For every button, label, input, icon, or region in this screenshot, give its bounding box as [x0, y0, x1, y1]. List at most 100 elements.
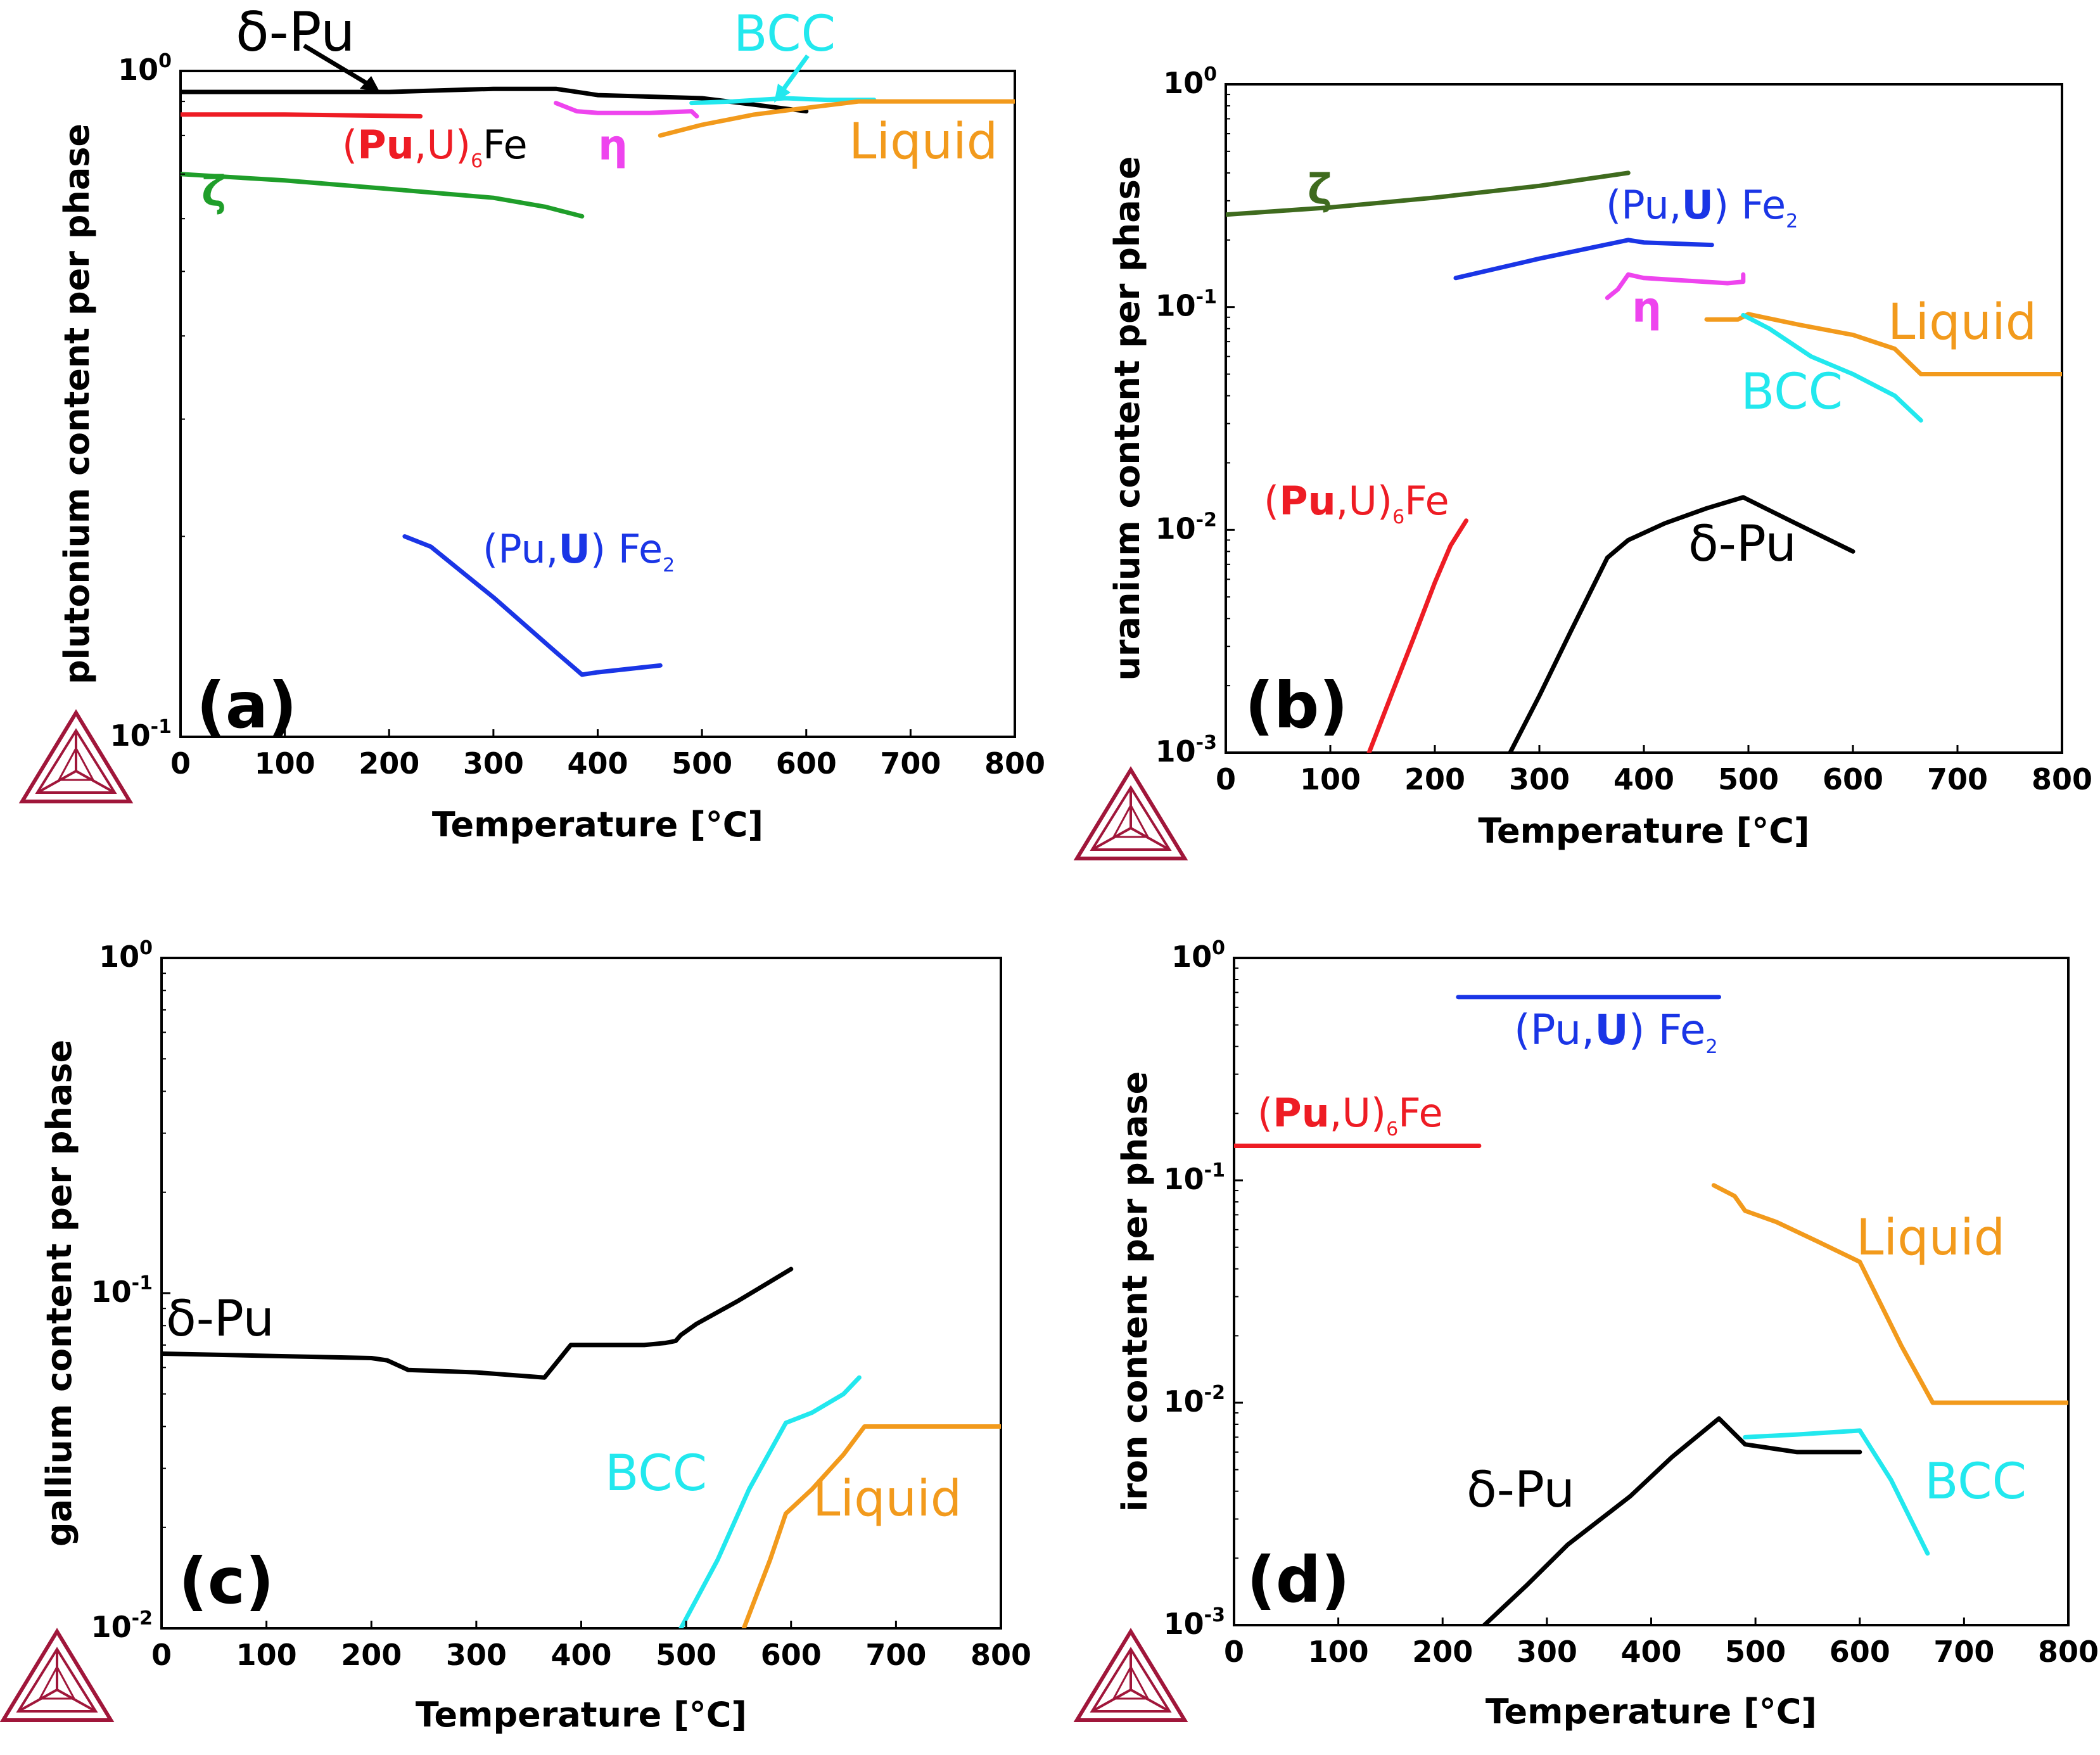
label-c-bcc-text: BCC — [605, 1445, 707, 1502]
label-b-bcc-text: BCC — [1741, 364, 1843, 421]
label-a-pu6fe-open: ( — [342, 122, 357, 168]
label-d-pufe2: (Pu,U) Fe2 — [1514, 1005, 1718, 1058]
label-a-pufe2-post: ) Fe — [590, 526, 663, 572]
x-tick-label-c: 600 — [761, 1638, 822, 1672]
label-a-pu6fe: (Pu,U)6Fe — [342, 122, 528, 172]
y-tick-label-c: 10-1 — [91, 1272, 153, 1309]
x-tick-label-b: 800 — [2032, 762, 2092, 796]
label-b-zeta-text: ζ — [1308, 165, 1332, 214]
x-tick-label-a: 300 — [463, 746, 524, 781]
thermo-calc-triangle-icon — [1073, 766, 1188, 860]
x-tick-label-d: 100 — [1308, 1635, 1369, 1669]
label-b-bcc: BCC — [1741, 364, 1843, 421]
x-tick-label-b: 300 — [1509, 762, 1570, 796]
label-d-pu6fe-mid: ,U) — [1330, 1090, 1386, 1136]
plot-frame-a — [179, 70, 1016, 738]
label-a-pufe2-sub: 2 — [663, 554, 675, 577]
label-b-pufe2: (Pu,U) Fe2 — [1606, 182, 1798, 233]
x-tick-label-c: 500 — [656, 1638, 716, 1672]
label-a-eta-text: η — [598, 121, 628, 170]
label-b-zeta: ζ — [1308, 165, 1332, 214]
x-tick-label-d: 700 — [1933, 1635, 1994, 1669]
panel-label-b: (b) — [1245, 668, 1348, 743]
label-b-pufe2-sub: 2 — [1786, 210, 1798, 233]
x-tick-label-c: 800 — [970, 1638, 1031, 1672]
label-d-delta-pu-text: δ-Pu — [1467, 1462, 1575, 1519]
series-line-b-2 — [1605, 272, 1746, 300]
x-tick-label-a: 700 — [880, 746, 941, 781]
label-a-pufe2-u: U — [559, 526, 590, 572]
label-a-pufe2: (Pu,U) Fe2 — [483, 526, 675, 577]
series-line-c-0 — [162, 1267, 794, 1380]
x-tick-label-b: 500 — [1718, 762, 1779, 796]
series-line-b-4 — [1741, 312, 1923, 423]
panel-label-a: (a) — [196, 668, 297, 743]
label-c-delta-pu-text: δ-Pu — [166, 1291, 274, 1348]
y-tick-label-a: 10-1 — [110, 716, 172, 753]
label-b-pu6fe-open: ( — [1264, 478, 1279, 524]
x-axis-label-a: Temperature [°C] — [432, 805, 763, 845]
label-d-pu6fe-fe: Fe — [1398, 1090, 1442, 1136]
y-tick-label-b: 10-1 — [1155, 286, 1217, 323]
series-line-a-1 — [689, 96, 877, 106]
panel-label-c: (c) — [179, 1544, 274, 1618]
label-c-bcc: BCC — [605, 1445, 707, 1502]
x-axis-label-c: Temperature [°C] — [416, 1695, 747, 1735]
label-a-pu6fe-sub: 6 — [471, 150, 483, 172]
plot-frame-d — [1233, 957, 2070, 1626]
label-d-pu6fe: (Pu,U)6Fe — [1257, 1090, 1443, 1140]
y-axis-label-b: uranium content per phase — [1107, 156, 1147, 680]
x-axis-label-b: Temperature [°C] — [1478, 811, 1809, 851]
x-tick-label-d: 800 — [2038, 1635, 2099, 1669]
arrowhead-a-delta-pu — [360, 76, 380, 93]
label-b-pu6fe-fe: Fe — [1404, 478, 1449, 524]
y-tick-label-a: 100 — [118, 50, 172, 87]
y-tick-label-d: 10-2 — [1164, 1382, 1225, 1419]
panel-a: 0 100 200 300 400 500 600 700 800 10-1 100 Temperat… — [18, 50, 1045, 845]
series-line-b-6 — [1508, 495, 1855, 753]
x-tick-label-c: 200 — [341, 1638, 402, 1672]
x-tick-label-c: 700 — [865, 1638, 926, 1672]
label-d-bcc-text: BCC — [1925, 1453, 2027, 1510]
series-line-a-4 — [554, 101, 699, 118]
thermo-calc-triangle-icon — [0, 1628, 115, 1722]
x-tick-label-b: 200 — [1404, 762, 1465, 796]
x-tick-label-d: 600 — [1830, 1635, 1890, 1669]
series-line-a-2 — [658, 99, 1015, 138]
thermo-calc-triangle-icon — [1073, 1628, 1188, 1722]
label-b-delta-pu-text: δ-Pu — [1688, 516, 1797, 573]
label-d-pu6fe-pu: Pu — [1273, 1090, 1330, 1136]
series-line-a-3 — [181, 112, 423, 118]
x-tick-label-b: 400 — [1613, 762, 1674, 796]
x-tick-label-c: 300 — [446, 1638, 507, 1672]
label-d-pufe2-post: ) Fe — [1629, 1005, 1706, 1054]
arrowhead-a-bcc — [774, 84, 791, 103]
series-line-a-5 — [181, 172, 585, 219]
y-tick-label-b: 10-2 — [1155, 509, 1217, 546]
label-b-pufe2-u: U — [1682, 182, 1714, 228]
series-line-d-2 — [1711, 1183, 2068, 1405]
label-b-pu6fe-pu: Pu — [1279, 478, 1336, 524]
label-a-zeta: ζ — [201, 167, 226, 216]
label-b-pu6fe: (Pu,U)6Fe — [1264, 478, 1449, 528]
series-line-c-2 — [741, 1424, 1001, 1628]
y-tick-label-b: 100 — [1163, 63, 1217, 100]
y-tick-label-b: 10-3 — [1155, 732, 1217, 769]
x-tick-label-c: 0 — [151, 1638, 172, 1672]
x-tick-label-a: 100 — [255, 746, 315, 781]
x-tick-label-c: 400 — [550, 1638, 611, 1672]
label-d-pufe2-pre: (Pu, — [1514, 1005, 1594, 1054]
series-line-d-3 — [1743, 1428, 1930, 1556]
label-b-delta-pu: δ-Pu — [1688, 516, 1797, 573]
x-tick-label-d: 200 — [1412, 1635, 1473, 1669]
panel-c: 0 100 200 300 400 500 600 700 800 10-2 10-1 100 Temp… — [0, 937, 1031, 1735]
series-line-b-3 — [1704, 312, 2062, 376]
panel-d: 0 100 200 300 400 500 600 700 800 10-3 10-2 10-1 100… — [1073, 937, 2099, 1732]
y-tick-label-d: 10-1 — [1164, 1159, 1225, 1196]
y-tick-label-d: 100 — [1171, 937, 1225, 974]
y-axis-label-d: iron content per phase — [1115, 1071, 1155, 1512]
x-tick-label-a: 400 — [567, 746, 628, 781]
x-tick-label-b: 600 — [1823, 762, 1883, 796]
arrow-a-delta-pu — [303, 43, 375, 90]
x-tick-label-b: 0 — [1216, 762, 1236, 796]
